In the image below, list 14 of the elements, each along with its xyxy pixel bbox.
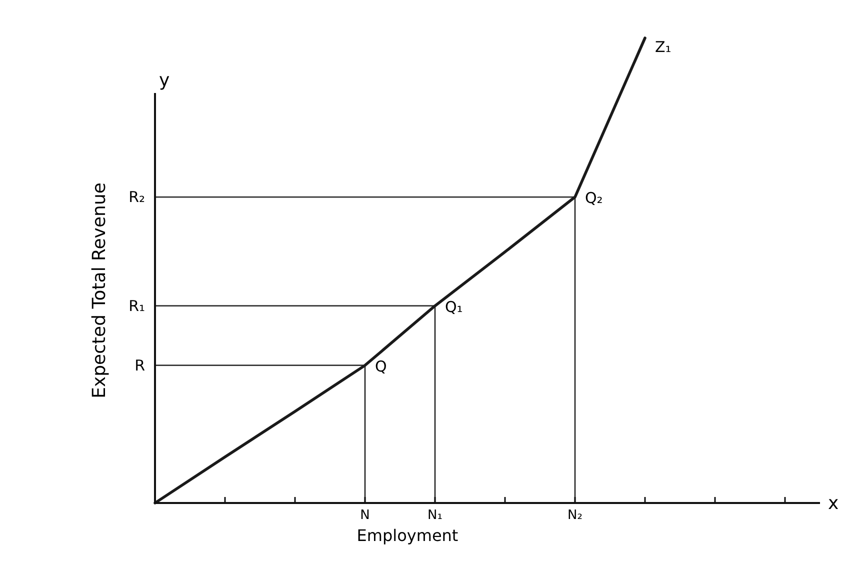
annotation: Q₂ [585, 189, 603, 208]
annotation: y [159, 70, 170, 91]
y-axis-title: Expected Total Revenue [89, 182, 110, 398]
text: R₁ [128, 296, 145, 315]
x-tick-label: N₂ [568, 508, 582, 523]
annotation: Q [375, 357, 387, 376]
x-tick-label: N₁ [428, 508, 442, 523]
x-axis-title: Employment [356, 526, 458, 545]
text: R [134, 356, 145, 374]
x-tick-label: N [360, 508, 370, 523]
text: R₂ [128, 188, 145, 206]
annotation: Z₁ [655, 38, 672, 56]
text: x [828, 493, 839, 514]
annotation: Q₁ [445, 298, 463, 316]
